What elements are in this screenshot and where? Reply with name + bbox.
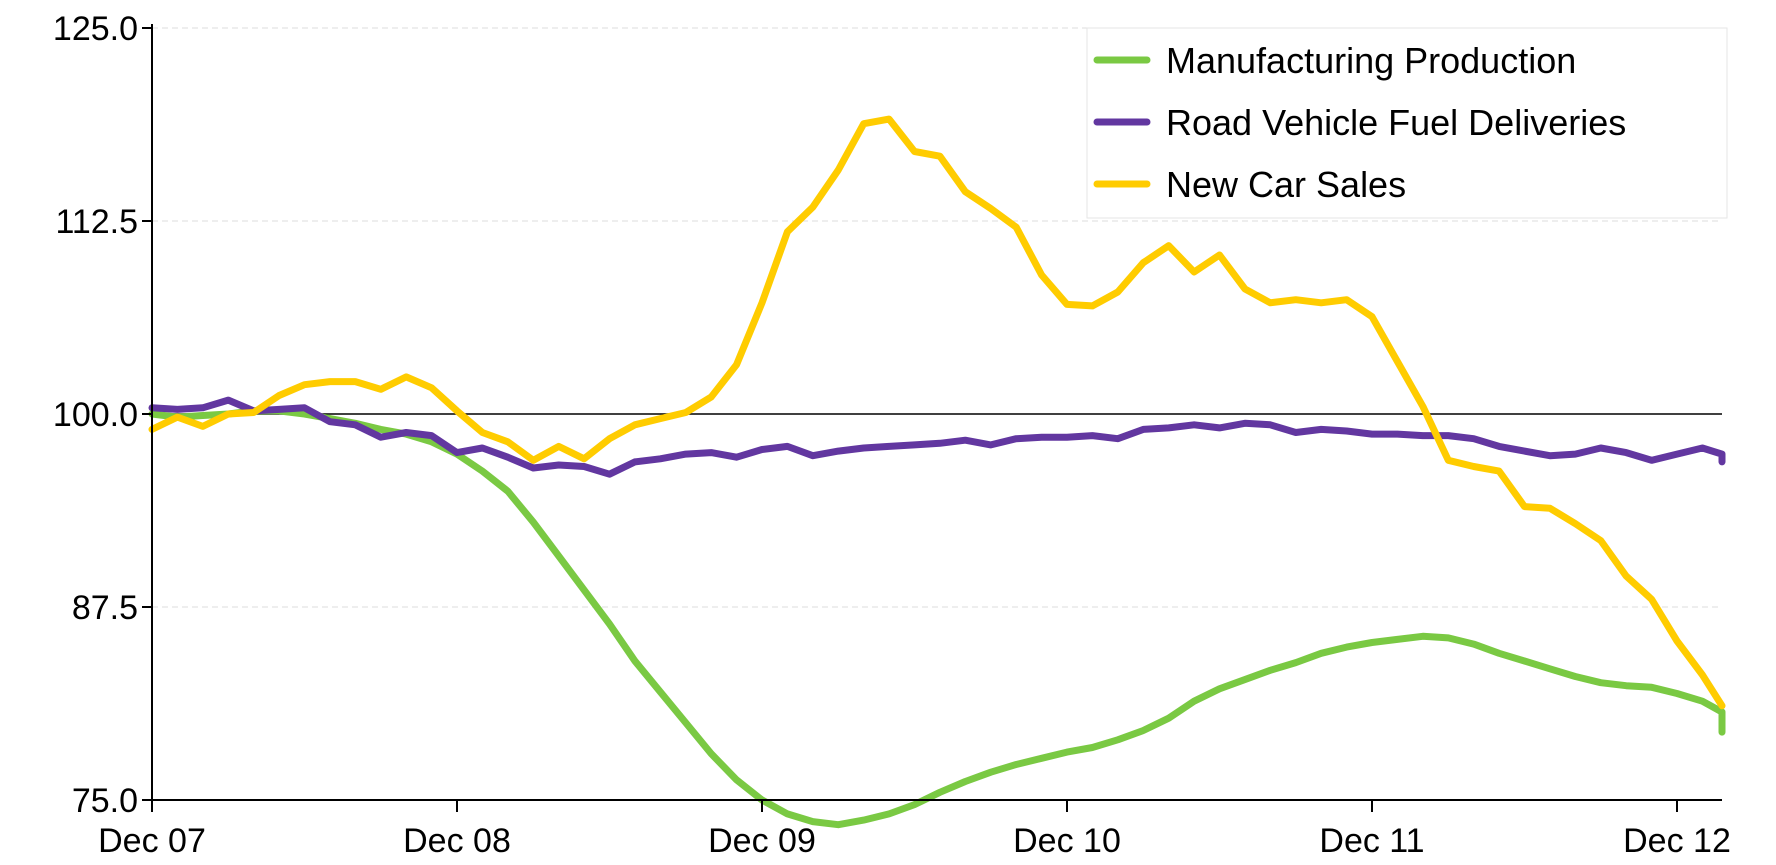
y-tick-label: 75.0: [72, 782, 138, 820]
y-tick-label: 112.5: [55, 203, 138, 241]
series-lines: [148, 115, 1726, 829]
y-tick-labels: 75.0 87.5 100.0 112.5 125.0: [53, 10, 152, 820]
y-tick-label: 100.0: [53, 396, 138, 434]
legend-label: New Car Sales: [1166, 164, 1406, 205]
x-tick-label: Dec 11: [1319, 822, 1424, 860]
x-tick-label: Dec 12: [1623, 822, 1731, 860]
x-tick-label: Dec 10: [1013, 822, 1121, 860]
axes: [151, 24, 1722, 801]
x-tick-labels: Dec 07 Dec 08 Dec 09 Dec 10 Dec 11 Dec 12: [98, 800, 1731, 860]
legend-label: Manufacturing Production: [1166, 40, 1576, 81]
y-tick-label: 87.5: [72, 589, 138, 627]
series-line-new-car-sales: [148, 115, 1726, 710]
legend-label: Road Vehicle Fuel Deliveries: [1166, 102, 1626, 143]
x-tick-label: Dec 09: [708, 822, 816, 860]
x-tick-label: Dec 08: [403, 822, 511, 860]
legend-box: [1086, 27, 1728, 219]
legend: Manufacturing Production Road Vehicle Fue…: [1086, 27, 1728, 219]
gridlines: [152, 27, 1722, 608]
y-tick-label: 125.0: [53, 10, 138, 48]
series-line-manufacturing-production: [148, 407, 1726, 829]
series-line-road-vehicle-fuel-deliveries: [148, 396, 1726, 478]
x-tick-label: Dec 07: [98, 822, 206, 860]
